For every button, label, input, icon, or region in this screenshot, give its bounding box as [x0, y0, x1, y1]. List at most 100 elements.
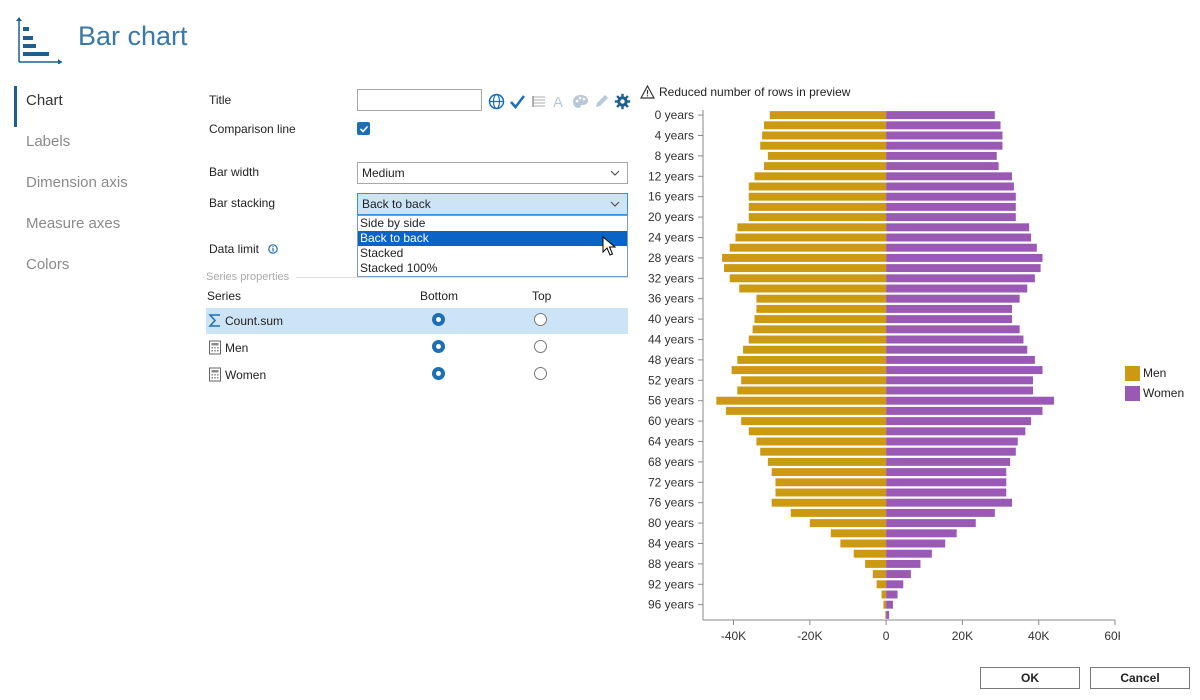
legend-item-women: Women	[1125, 383, 1184, 403]
bar-women	[886, 192, 1016, 201]
option-back-to-back[interactable]: Back to back	[358, 231, 627, 246]
bar-stacking-select[interactable]: Back to back	[357, 193, 628, 215]
y-tick-label: 96 years	[648, 598, 694, 612]
series-properties-divider	[203, 277, 628, 278]
option-stacked-100[interactable]: Stacked 100%	[360, 261, 438, 275]
y-tick-label: 32 years	[648, 271, 694, 285]
y-tick-label: 48 years	[648, 353, 694, 367]
pencil-icon[interactable]	[592, 92, 610, 110]
nav-item-colors[interactable]: Colors	[26, 256, 70, 273]
bar-men	[725, 406, 887, 415]
info-icon[interactable]	[268, 244, 278, 254]
ok-button[interactable]: OK	[980, 667, 1080, 689]
bar-women	[886, 182, 1014, 191]
cancel-button[interactable]: Cancel	[1090, 667, 1190, 689]
bar-men	[743, 345, 887, 354]
preview-warning: Reduced number of rows in preview	[640, 85, 850, 99]
bar-men	[729, 243, 887, 252]
series-row-women[interactable]: Women	[206, 362, 628, 388]
align-icon[interactable]	[529, 92, 547, 110]
bar-women	[886, 570, 911, 579]
bar-men	[739, 284, 887, 293]
top-radio[interactable]	[534, 367, 547, 380]
bar-men	[764, 162, 887, 171]
bar-women	[886, 488, 1007, 497]
bar-women	[886, 457, 1011, 466]
x-tick-label: 40K	[1028, 629, 1049, 643]
bar-women	[886, 325, 1020, 334]
gear-icon[interactable]	[613, 92, 631, 110]
legend-swatch-women	[1125, 385, 1140, 401]
y-tick-label: 68 years	[648, 455, 694, 469]
bar-women	[886, 284, 1028, 293]
palette-icon[interactable]	[571, 92, 589, 110]
bar-women	[886, 508, 995, 517]
y-tick-label: 4 years	[655, 129, 694, 143]
bar-men	[883, 600, 887, 609]
bar-men	[729, 274, 887, 283]
bar-women	[886, 162, 999, 171]
bar-men	[775, 488, 887, 497]
y-tick-label: 92 years	[648, 577, 694, 591]
nav-item-labels[interactable]: Labels	[26, 133, 71, 150]
y-tick-label: 52 years	[648, 373, 694, 387]
series-name: Men	[225, 341, 249, 355]
bar-women	[886, 315, 1012, 324]
legend-swatch-men	[1125, 365, 1140, 381]
y-tick-label: 12 years	[648, 169, 694, 183]
title-toolbar: A	[487, 90, 631, 112]
bar-women	[886, 386, 1033, 395]
nav-item-measure-axes[interactable]: Measure axes	[26, 215, 121, 232]
bar-men	[756, 294, 887, 303]
x-tick-label: -40K	[721, 629, 746, 643]
bar-men	[723, 264, 887, 273]
comparison-line-checkbox[interactable]	[357, 122, 370, 135]
bar-men	[767, 457, 887, 466]
bar-women	[886, 141, 1003, 150]
bar-women	[886, 447, 1016, 456]
bottom-column-header: Bottom	[420, 289, 459, 303]
title-input[interactable]	[357, 89, 482, 111]
nav-item-chart[interactable]: Chart	[14, 86, 184, 127]
x-tick-label: 0	[883, 629, 890, 643]
chevron-down-icon	[610, 201, 620, 207]
bar-men	[748, 202, 887, 211]
data-limit-label: Data limit	[209, 242, 260, 256]
bottom-radio[interactable]	[432, 313, 445, 326]
bar-women	[886, 610, 890, 619]
bar-men	[881, 590, 887, 599]
bar-men	[769, 111, 887, 120]
series-row-count-sum[interactable]: Count.sum	[206, 308, 628, 334]
bar-width-select[interactable]: Medium	[357, 162, 628, 184]
calculator-icon	[209, 340, 221, 355]
option-side-by-side[interactable]: Side by side	[360, 216, 426, 230]
bar-women	[886, 223, 1030, 232]
y-tick-label: 36 years	[648, 292, 694, 306]
y-tick-label: 60 years	[648, 414, 694, 428]
chart-legend: Men Women	[1125, 363, 1184, 403]
y-tick-label: 84 years	[648, 537, 694, 551]
bar-men	[748, 335, 887, 344]
bar-stacking-dropdown: Side by side Back to back Stacked Stacke…	[357, 215, 628, 277]
nav-item-dimension-axis[interactable]: Dimension axis	[26, 174, 128, 191]
bottom-radio[interactable]	[432, 367, 445, 380]
bar-women	[886, 294, 1020, 303]
globe-icon[interactable]	[487, 92, 505, 110]
bar-men	[741, 417, 887, 426]
bar-men	[809, 519, 887, 528]
bar-women	[886, 355, 1035, 364]
top-radio[interactable]	[534, 340, 547, 353]
series-row-men[interactable]: Men	[206, 335, 628, 361]
series-column-header: Series	[207, 289, 242, 303]
x-tick-label: -20K	[797, 629, 822, 643]
bar-women	[886, 202, 1016, 211]
bottom-radio[interactable]	[432, 340, 445, 353]
top-radio[interactable]	[534, 313, 547, 326]
checkmark-icon[interactable]	[508, 92, 526, 110]
option-stacked[interactable]: Stacked	[360, 246, 404, 260]
font-icon[interactable]: A	[550, 92, 568, 110]
bar-women	[886, 478, 1007, 487]
bar-men	[872, 570, 887, 579]
top-column-header: Top	[532, 289, 552, 303]
bar-women	[886, 172, 1012, 181]
